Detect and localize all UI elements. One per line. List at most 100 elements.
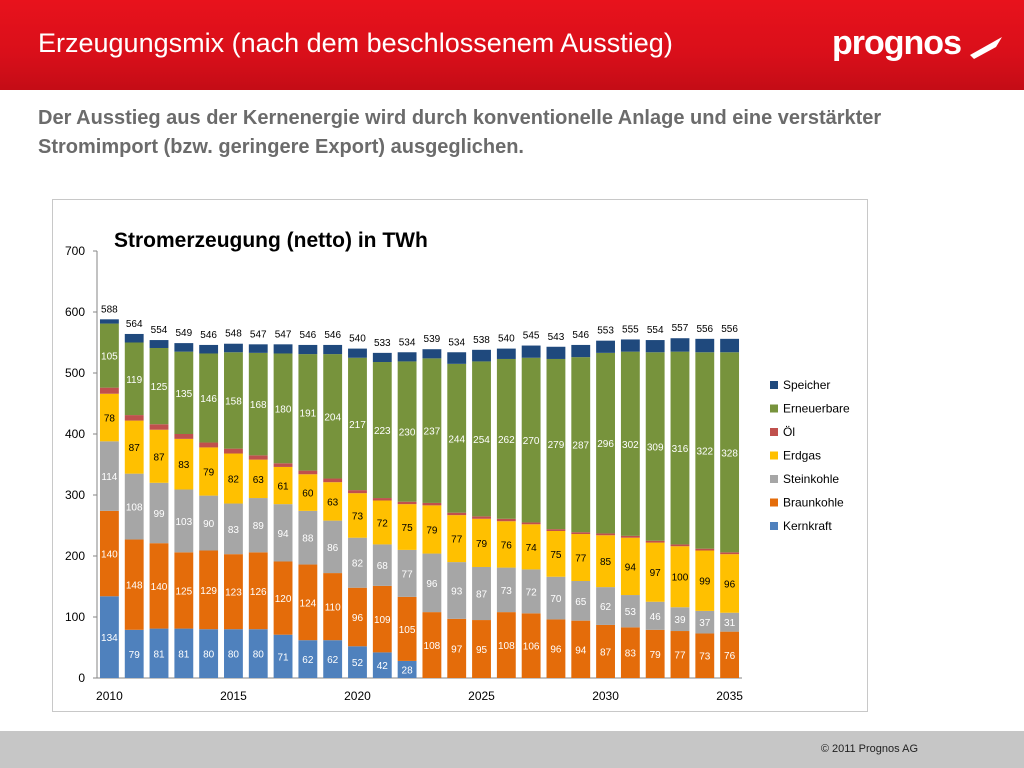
bar-segment-steinkohle (273, 504, 293, 562)
y-tick-label: 300 (65, 488, 85, 502)
segment-value-label: 204 (324, 412, 341, 423)
segment-value-label: 65 (575, 597, 587, 608)
bar-segment-erneuerbare (645, 352, 665, 541)
bar-total-label: 540 (498, 334, 515, 345)
bar-segment-erneuerbare (298, 354, 318, 471)
bar-segment-steinkohle (99, 441, 119, 511)
segment-value-label: 126 (250, 587, 267, 598)
segment-value-label: 93 (451, 586, 463, 597)
bar-segment-braunkohle (571, 620, 591, 678)
bar-total-label: 533 (374, 338, 391, 349)
stacked-bar-chart: Stromerzeugung (netto) in TWh 0 100 200 300 4… (65, 229, 850, 703)
segment-value-label: 96 (352, 613, 364, 624)
legend-label: Erneuerbare (783, 402, 850, 416)
y-tick-label: 500 (65, 366, 85, 380)
segment-value-label: 80 (228, 650, 240, 661)
segment-value-label: 254 (473, 435, 490, 446)
bar-segment-oel (620, 535, 640, 538)
bar-segment-oel (348, 490, 367, 494)
segment-value-label: 63 (327, 497, 339, 508)
segment-value-label: 94 (277, 529, 289, 540)
x-tick-label: 2030 (592, 689, 619, 703)
segment-value-label: 94 (625, 562, 637, 573)
segment-value-label: 119 (126, 375, 142, 386)
bar-segment-erdgas (99, 393, 119, 442)
segment-value-label: 244 (448, 434, 465, 445)
bar-segment-steinkohle (224, 503, 243, 555)
segment-value-label: 302 (622, 440, 639, 451)
bar-segment-erneuerbare (472, 361, 491, 517)
bar-segment-speicher (447, 352, 467, 364)
legend-label: Steinkohle (783, 472, 839, 486)
segment-value-label: 180 (275, 404, 292, 415)
bar-segment-speicher (224, 343, 243, 353)
bar-segment-erneuerbare (323, 354, 343, 479)
segment-value-label: 73 (501, 586, 513, 597)
bar-segment-speicher (174, 343, 194, 352)
segment-value-label: 108 (126, 503, 143, 514)
bar-total-label: 540 (349, 334, 366, 345)
bar-segment-speicher (199, 344, 219, 354)
bar-segment-kernkraft (248, 629, 268, 678)
bar-segment-speicher (546, 346, 566, 359)
bar-segment-braunkohle (149, 543, 169, 629)
segment-value-label: 72 (377, 518, 389, 529)
segment-value-label: 99 (699, 577, 711, 588)
bar-segment-steinkohle (298, 510, 318, 565)
legend-label: Braunkohle (783, 496, 844, 510)
bar-segment-erdgas (496, 521, 516, 568)
bar-segment-speicher (695, 338, 715, 353)
bar-segment-kernkraft (199, 629, 219, 678)
bar-segment-steinkohle (670, 607, 690, 632)
x-tick-label: 2025 (468, 689, 495, 703)
bar-total-label: 546 (572, 330, 589, 341)
segment-value-label: 262 (498, 435, 515, 446)
segment-value-label: 52 (352, 658, 364, 669)
bar-segment-erdgas (670, 546, 690, 608)
bar-segment-oel (521, 522, 541, 525)
bar-segment-steinkohle (323, 520, 343, 574)
segment-value-label: 37 (699, 618, 711, 629)
bar-segment-speicher (273, 344, 293, 354)
bar-segment-braunkohle (521, 613, 541, 678)
segment-value-label: 83 (625, 649, 637, 660)
bar-segment-erneuerbare (695, 352, 715, 549)
bar-segment-steinkohle (422, 553, 442, 613)
bar-segment-erdgas (720, 554, 740, 613)
bar-segment-oel (397, 501, 417, 505)
segment-value-label: 90 (203, 519, 215, 530)
bar-segment-braunkohle (248, 552, 268, 630)
segment-value-label: 105 (399, 625, 416, 636)
bar-segment-erdgas (397, 504, 417, 550)
legend-swatch-kernkraft (770, 522, 778, 530)
bar-segment-braunkohle (546, 619, 566, 678)
segment-value-label: 125 (151, 382, 168, 393)
bar-segment-speicher (124, 333, 144, 343)
bar-total-label: 543 (548, 332, 565, 343)
bar-segment-erdgas (174, 438, 194, 490)
segment-value-label: 223 (374, 426, 391, 437)
bar-total-label: 534 (448, 337, 465, 348)
bar-segment-oel (298, 470, 318, 475)
bar-segment-erdgas (149, 429, 169, 483)
segment-value-label: 217 (349, 420, 366, 431)
bar-segment-erneuerbare (670, 351, 690, 545)
bar-segment-kernkraft (124, 629, 144, 678)
bar-segment-erneuerbare (149, 347, 169, 425)
bar-segment-oel (571, 532, 591, 535)
bar-total-label: 539 (424, 334, 441, 345)
bar-segment-erneuerbare (546, 358, 566, 530)
legend-swatch-speicher (770, 381, 778, 389)
bar-segment-steinkohle (596, 587, 615, 625)
bar-segment-steinkohle (372, 544, 392, 586)
header-bar: Erzeugungsmix (nach dem beschlossenem Au… (0, 0, 1024, 90)
bar-segment-kernkraft (224, 629, 243, 678)
bar-segment-erneuerbare (596, 352, 615, 534)
bar-segment-braunkohle (645, 629, 665, 678)
y-tick-label: 400 (65, 427, 85, 441)
bar-segment-speicher (571, 344, 591, 358)
segment-value-label: 105 (101, 352, 118, 363)
bar-segment-erneuerbare (99, 323, 119, 388)
bar-segment-speicher (521, 345, 541, 358)
bar-segment-kernkraft (397, 660, 417, 678)
